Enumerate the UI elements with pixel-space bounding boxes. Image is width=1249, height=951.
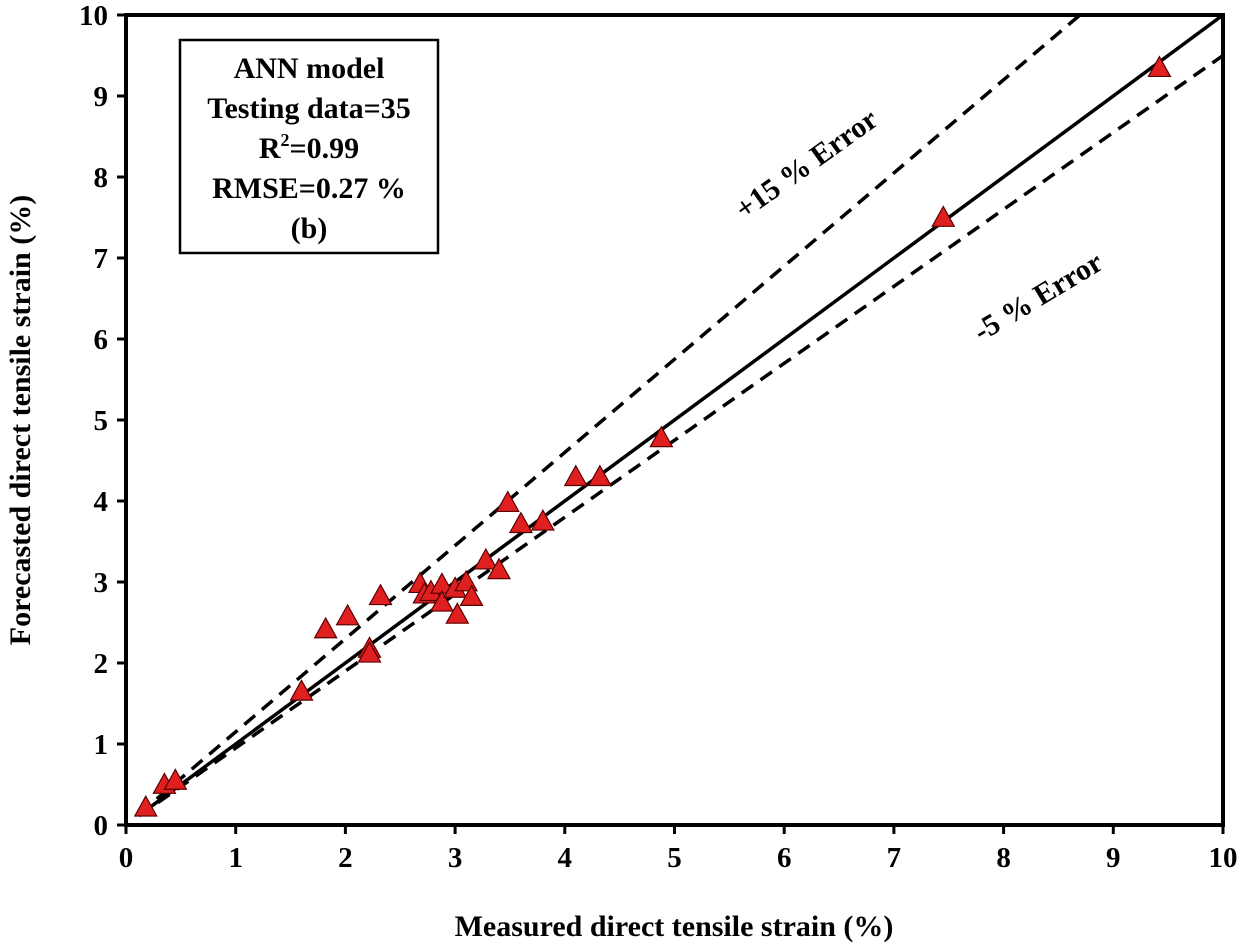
- info-r-prefix: R: [259, 132, 281, 165]
- y-tick-label: 6: [94, 324, 109, 356]
- info-panel-label: (b): [291, 212, 328, 245]
- info-model: ANN model: [234, 52, 385, 85]
- info-rmse: RMSE=0.27 %: [212, 172, 406, 205]
- data-point: [649, 425, 674, 448]
- y-tick-label: 2: [94, 648, 109, 680]
- info-r-sup: 2: [281, 130, 290, 150]
- data-point: [163, 768, 188, 790]
- data-point: [495, 490, 520, 513]
- info-box: ANN model Testing data=35 R2=0.99 RMSE=0…: [178, 38, 440, 255]
- data-point: [473, 547, 498, 570]
- y-axis-title: Forecasted direct tensile strain (%): [4, 195, 37, 645]
- lower-line-label: -5 % Error: [968, 246, 1109, 349]
- upper-line-label: +15 % Error: [729, 102, 884, 226]
- reference-line-minus-error: [138, 54, 1223, 818]
- data-point: [429, 590, 454, 612]
- y-tick-label: 8: [94, 162, 109, 194]
- data-point: [1147, 55, 1172, 78]
- data-point: [563, 464, 588, 487]
- info-testing-data: Testing data=35: [207, 92, 411, 125]
- x-tick-label: 8: [996, 842, 1011, 874]
- data-point: [486, 557, 511, 580]
- y-tick-label: 0: [94, 810, 109, 842]
- x-tick-label: 4: [558, 842, 573, 874]
- y-tick-label: 5: [94, 405, 109, 437]
- reference-lines: [138, 15, 1223, 818]
- x-tick-label: 10: [1209, 842, 1238, 874]
- y-tick-label: 4: [94, 486, 109, 518]
- x-tick-label: 3: [448, 842, 463, 874]
- y-tick-label: 1: [94, 729, 109, 761]
- x-tick-label: 1: [228, 842, 243, 874]
- data-point: [357, 641, 382, 663]
- data-point: [133, 794, 158, 817]
- info-r-squared: R2=0.99: [259, 130, 359, 165]
- x-tick-label: 2: [338, 842, 353, 874]
- info-box-frame: [178, 38, 440, 255]
- data-point: [289, 679, 314, 701]
- y-tick-label: 10: [79, 0, 108, 32]
- x-tick-label: 5: [667, 842, 682, 874]
- data-point: [530, 509, 555, 531]
- y-axis-ticks: 0 1 2 3 4 5 6 7 8 9 10: [79, 0, 126, 842]
- y-tick-label: 3: [94, 567, 109, 599]
- x-tick-label: 9: [1106, 842, 1121, 874]
- data-points: [133, 55, 1172, 817]
- data-point: [587, 464, 612, 487]
- x-axis-title: Measured direct tensile strain (%): [455, 910, 894, 943]
- data-point: [335, 603, 360, 626]
- x-axis-ticks: 0 1 2 3 4 5 6 7 8 9 10: [119, 825, 1238, 874]
- y-tick-label: 7: [94, 243, 109, 275]
- data-point: [459, 584, 484, 606]
- x-tick-label: 0: [119, 842, 134, 874]
- reference-line-plus-error: [138, 15, 1083, 816]
- y-tick-label: 9: [94, 81, 109, 113]
- data-point: [508, 511, 533, 534]
- data-point: [445, 602, 470, 624]
- info-r-suffix: =0.99: [290, 132, 360, 165]
- x-tick-label: 7: [887, 842, 902, 874]
- data-point: [313, 616, 338, 639]
- reference-line-one-to-one: [138, 15, 1223, 817]
- data-point: [368, 583, 393, 606]
- x-tick-label: 6: [777, 842, 792, 874]
- data-point: [931, 205, 956, 227]
